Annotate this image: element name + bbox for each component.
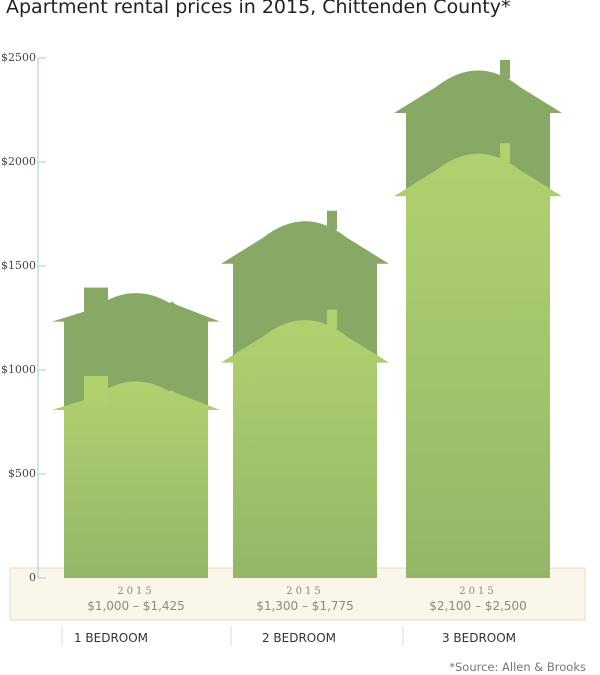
y-tick-label: $1000 (1, 363, 36, 376)
bar-low-2 (221, 320, 389, 578)
y-tick-label: $500 (8, 467, 36, 480)
category-label: 3 BEDROOM (442, 631, 516, 645)
year-label: 2015 (117, 586, 154, 597)
source-note: *Source: Allen & Brooks (449, 660, 586, 674)
range-label: $1,000 – $1,425 (87, 599, 185, 613)
chimney-high (84, 287, 108, 318)
year-label: 2015 (286, 586, 323, 597)
bar-low-1 (52, 381, 220, 578)
y-tick-label: 0 (29, 571, 36, 584)
bar-low-3 (394, 153, 562, 578)
range-label: $2,100 – $2,500 (429, 599, 527, 613)
chart-title: Apartment rental prices in 2015, Chitten… (6, 0, 511, 18)
chimney-high (500, 60, 510, 79)
y-tick-label: $2500 (1, 51, 36, 64)
range-label: $1,300 – $1,775 (256, 599, 354, 613)
chimney-low (500, 143, 510, 163)
y-tick-label: $1500 (1, 259, 36, 272)
chimney-low (327, 309, 337, 329)
category-label: 1 BEDROOM (74, 631, 148, 645)
y-tick-label: $2000 (1, 155, 36, 168)
category-label: 2 BEDROOM (262, 631, 336, 645)
year-label: 2015 (459, 586, 496, 597)
chimney-low (84, 376, 108, 406)
chimney-high (327, 210, 337, 230)
